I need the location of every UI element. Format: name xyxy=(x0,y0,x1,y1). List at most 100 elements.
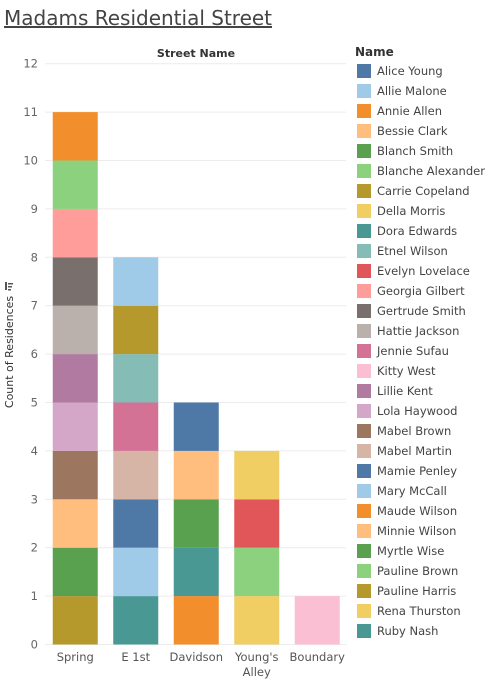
bar-segment[interactable] xyxy=(234,596,280,645)
column-header: Street Name xyxy=(157,47,235,60)
sort-icon[interactable] xyxy=(5,282,13,291)
bar-segment[interactable] xyxy=(173,402,219,451)
bar-segment[interactable] xyxy=(234,547,280,597)
y-tick-label: 11 xyxy=(23,105,38,119)
legend-label: Mabel Martin xyxy=(377,444,452,458)
legend-swatch xyxy=(357,524,371,538)
legend-swatch xyxy=(357,584,371,598)
chart-title: Madams Residential Street xyxy=(4,6,273,30)
legend-swatch xyxy=(357,64,371,78)
x-tick-label: E 1st xyxy=(121,650,150,664)
legend-swatch xyxy=(357,104,371,118)
bar-segment[interactable] xyxy=(52,402,98,451)
bar-segment[interactable] xyxy=(52,354,98,403)
bar-segment[interactable] xyxy=(52,450,98,500)
y-tick-label: 10 xyxy=(23,154,38,168)
bar-segment[interactable] xyxy=(52,160,98,209)
legend-swatch xyxy=(357,564,371,578)
y-tick-label: 6 xyxy=(31,347,38,361)
legend-swatch xyxy=(357,204,371,218)
legend-label: Lola Haywood xyxy=(377,404,458,418)
bar-segment[interactable] xyxy=(113,499,159,548)
y-tick-label: 7 xyxy=(31,299,38,313)
legend-title: Name xyxy=(355,45,394,59)
bar-segment[interactable] xyxy=(52,112,98,161)
y-tick-label: 0 xyxy=(31,638,38,652)
x-tick-label: Davidson xyxy=(169,650,223,664)
legend-swatch xyxy=(357,504,371,518)
legend-label: Rena Thurston xyxy=(377,604,461,618)
x-tick-label: Spring xyxy=(57,650,94,664)
bar-segment[interactable] xyxy=(113,305,159,355)
legend-label: Kitty West xyxy=(377,364,436,378)
legend-label: Evelyn Lovelace xyxy=(377,264,470,278)
legend-label: Minnie Wilson xyxy=(377,524,457,538)
legend-label: Etnel Wilson xyxy=(377,244,448,258)
x-tick-label: Young's Alley xyxy=(234,650,279,679)
bar-segment[interactable] xyxy=(173,499,219,548)
legend-swatch xyxy=(357,464,371,478)
bar-segment[interactable] xyxy=(113,450,159,500)
legend-label: Hattie Jackson xyxy=(377,324,460,338)
bar-segment[interactable] xyxy=(52,257,98,306)
legend-swatch xyxy=(357,84,371,98)
x-axis-ticks: Spring E 1st Davidson Young's Alley Boundary xyxy=(57,650,345,679)
bar-segment[interactable] xyxy=(113,547,159,597)
legend-label: Dora Edwards xyxy=(377,224,458,238)
bar-segment[interactable] xyxy=(113,354,159,403)
legend-swatch xyxy=(357,404,371,418)
legend-label: Mary McCall xyxy=(377,484,447,498)
legend-swatch xyxy=(357,364,371,378)
bar-segment[interactable] xyxy=(234,499,280,548)
bar-segment[interactable] xyxy=(173,547,219,597)
legend-swatch xyxy=(357,284,371,298)
legend-swatch xyxy=(357,244,371,258)
legend-swatch xyxy=(357,604,371,618)
y-tick-label: 4 xyxy=(31,444,38,458)
y-tick-label: 1 xyxy=(31,589,38,603)
legend-label: Carrie Copeland xyxy=(377,184,470,198)
bar-segment[interactable] xyxy=(113,257,159,306)
legend-label: Bessie Clark xyxy=(377,124,448,138)
legend-swatch xyxy=(357,164,371,178)
legend-label: Jennie Sufau xyxy=(377,344,449,358)
legend-swatch xyxy=(357,264,371,278)
legend-swatch xyxy=(357,544,371,558)
bar-segment[interactable] xyxy=(234,450,280,500)
legend-label: Annie Allen xyxy=(377,104,442,118)
legend-label: Alice Young xyxy=(377,64,443,78)
legend-label: Blanche Alexander xyxy=(377,164,485,178)
legend-swatch xyxy=(357,184,371,198)
legend-label: Mabel Brown xyxy=(377,424,452,438)
legend-label: Myrtle Wise xyxy=(377,544,445,558)
bar-segment[interactable] xyxy=(52,305,98,355)
bar-segment[interactable] xyxy=(52,596,98,645)
legend-label: Della Morris xyxy=(377,204,446,218)
y-axis-label: Count of Residences xyxy=(3,296,16,409)
legend-swatch xyxy=(357,484,371,498)
x-tick-label: Boundary xyxy=(290,650,346,664)
y-tick-label: 9 xyxy=(31,202,38,216)
bars xyxy=(52,112,340,645)
bar-segment[interactable] xyxy=(52,547,98,597)
bar-segment[interactable] xyxy=(294,596,340,645)
legend-label: Georgia Gilbert xyxy=(377,284,465,298)
bar-segment[interactable] xyxy=(52,208,98,258)
legend-label: Pauline Brown xyxy=(377,564,459,578)
legend-label: Ruby Nash xyxy=(377,624,439,638)
legend-swatch xyxy=(357,124,371,138)
bar-segment[interactable] xyxy=(173,596,219,645)
bar-segment[interactable] xyxy=(113,596,159,645)
legend-swatch xyxy=(357,624,371,638)
bar-segment[interactable] xyxy=(52,499,98,548)
legend-label: Allie Malone xyxy=(377,84,447,98)
y-tick-label: 12 xyxy=(23,57,38,71)
legend-swatch xyxy=(357,384,371,398)
bar-segment[interactable] xyxy=(113,402,159,451)
stacked-bar-chart: Street Name Count of Residences 01234567… xyxy=(3,47,346,679)
legend-swatch xyxy=(357,324,371,338)
bar-segment[interactable] xyxy=(173,450,219,500)
legend-label: Blanch Smith xyxy=(377,144,454,158)
legend-swatch xyxy=(357,304,371,318)
